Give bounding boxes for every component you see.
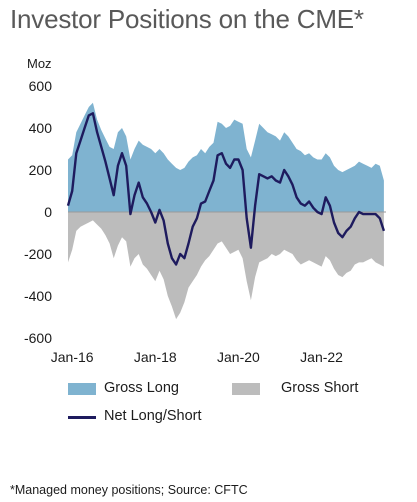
- y-tick-label: 200: [29, 162, 53, 178]
- x-tick-label: Jan-20: [217, 349, 260, 365]
- footnote: *Managed money positions; Source: CFTC: [10, 483, 248, 497]
- legend-swatch-gross-long: [68, 383, 96, 395]
- legend-label-net: Net Long/Short: [104, 408, 202, 424]
- series-area-gross-short: [68, 212, 384, 320]
- y-tick-label: -200: [24, 246, 52, 262]
- x-tick-labels: Jan-16 Jan-18 Jan-20 Jan-22: [51, 349, 343, 365]
- x-tick-label: Jan-18: [134, 349, 177, 365]
- legend-label-gross-long: Gross Long: [104, 380, 179, 396]
- chart-title: Investor Positions on the CME*: [10, 4, 364, 34]
- x-tick-label: Jan-22: [300, 349, 343, 365]
- y-tick-labels: 600 400 200 0 -200 -400 -600: [24, 78, 52, 346]
- y-tick-label: -600: [24, 330, 52, 346]
- y-axis-unit-label: Moz: [27, 56, 52, 71]
- y-tick-label: 600: [29, 78, 53, 94]
- chart-canvas: 600 400 200 0 -200 -400 -600 Jan-16 Jan-18 Jan-2…: [24, 78, 386, 365]
- y-tick-label: 400: [29, 120, 53, 136]
- series-area-gross-long: [68, 102, 384, 212]
- legend-label-gross-short: Gross Short: [281, 380, 359, 396]
- series-line-net-long-short: [66, 112, 386, 266]
- y-tick-label: -400: [24, 288, 52, 304]
- legend-swatch-gross-short: [232, 383, 260, 395]
- plot-area: [66, 102, 386, 320]
- y-tick-label: 0: [44, 204, 52, 220]
- x-tick-label: Jan-16: [51, 349, 94, 365]
- legend-swatch-net: [68, 416, 96, 419]
